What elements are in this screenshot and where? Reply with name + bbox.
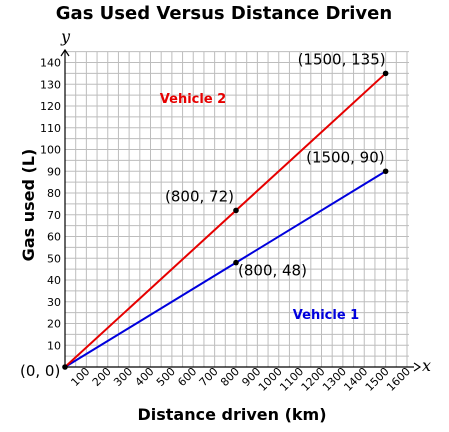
series-name-label: Vehicle 1 xyxy=(293,308,359,323)
y-tick-label: 130 xyxy=(40,78,61,91)
x-tick-label: 700 xyxy=(197,365,221,389)
y-tick-label: 10 xyxy=(47,339,61,352)
series xyxy=(62,70,389,370)
data-point-label: (800, 72) xyxy=(165,187,234,205)
y-tick-label: 100 xyxy=(40,144,61,157)
y-tick-label: 70 xyxy=(47,209,61,222)
data-point xyxy=(233,207,239,214)
x-tick-label: 400 xyxy=(133,365,157,389)
x-tick-label: 200 xyxy=(90,365,114,389)
x-tick-label: 800 xyxy=(218,365,242,389)
y-tick-label: 110 xyxy=(40,122,61,135)
x-tick-label: 1300 xyxy=(320,365,349,394)
x-tick-label: 1500 xyxy=(363,365,392,394)
data-point-label: (1500, 90) xyxy=(306,148,385,166)
series-name-label: Vehicle 2 xyxy=(160,92,226,107)
x-axis-title: Distance driven (km) xyxy=(137,405,326,424)
y-tick-label: 40 xyxy=(47,274,61,287)
annotations: (800, 48) (1500, 90) Vehicle 1 (800, 72) (15… xyxy=(160,50,386,323)
x-tick-label: 1600 xyxy=(384,365,413,394)
origin-label: (0, 0) xyxy=(20,362,60,380)
y-axis-variable: y xyxy=(60,27,71,46)
data-point-label: (1500, 135) xyxy=(298,50,386,68)
y-tick-label: 30 xyxy=(47,296,61,309)
y-tick-label: 80 xyxy=(47,187,61,200)
x-tick-label: 1200 xyxy=(299,365,328,394)
y-tick-label: 120 xyxy=(40,100,61,113)
x-axis-variable: x xyxy=(422,356,431,375)
x-tick-label: 1400 xyxy=(341,365,370,394)
x-tick-label: 300 xyxy=(111,365,135,389)
x-tick-label: 500 xyxy=(154,365,178,389)
x-tick-label: 1100 xyxy=(277,365,306,394)
data-point xyxy=(382,70,389,77)
y-tick-label: 90 xyxy=(47,165,61,178)
data-point xyxy=(382,168,389,175)
y-axis-title: Gas used (L) xyxy=(19,149,38,262)
data-point-label: (800, 48) xyxy=(238,262,307,280)
chart-title: Gas Used Versus Distance Driven xyxy=(56,3,392,24)
x-tick-label: 100 xyxy=(68,365,92,389)
x-tick-label: 1000 xyxy=(256,365,285,394)
y-tick-label: 50 xyxy=(47,252,61,265)
y-tick-label: 60 xyxy=(47,231,61,244)
y-tick-label: 20 xyxy=(47,318,61,331)
y-axis-arrow xyxy=(60,48,70,57)
grid xyxy=(65,51,409,367)
x-tick-label: 600 xyxy=(175,365,199,389)
data-point xyxy=(233,259,239,266)
y-tick-label: 140 xyxy=(40,57,61,70)
axes xyxy=(60,48,422,372)
origin-point xyxy=(62,364,68,370)
x-axis-arrow xyxy=(413,362,422,372)
